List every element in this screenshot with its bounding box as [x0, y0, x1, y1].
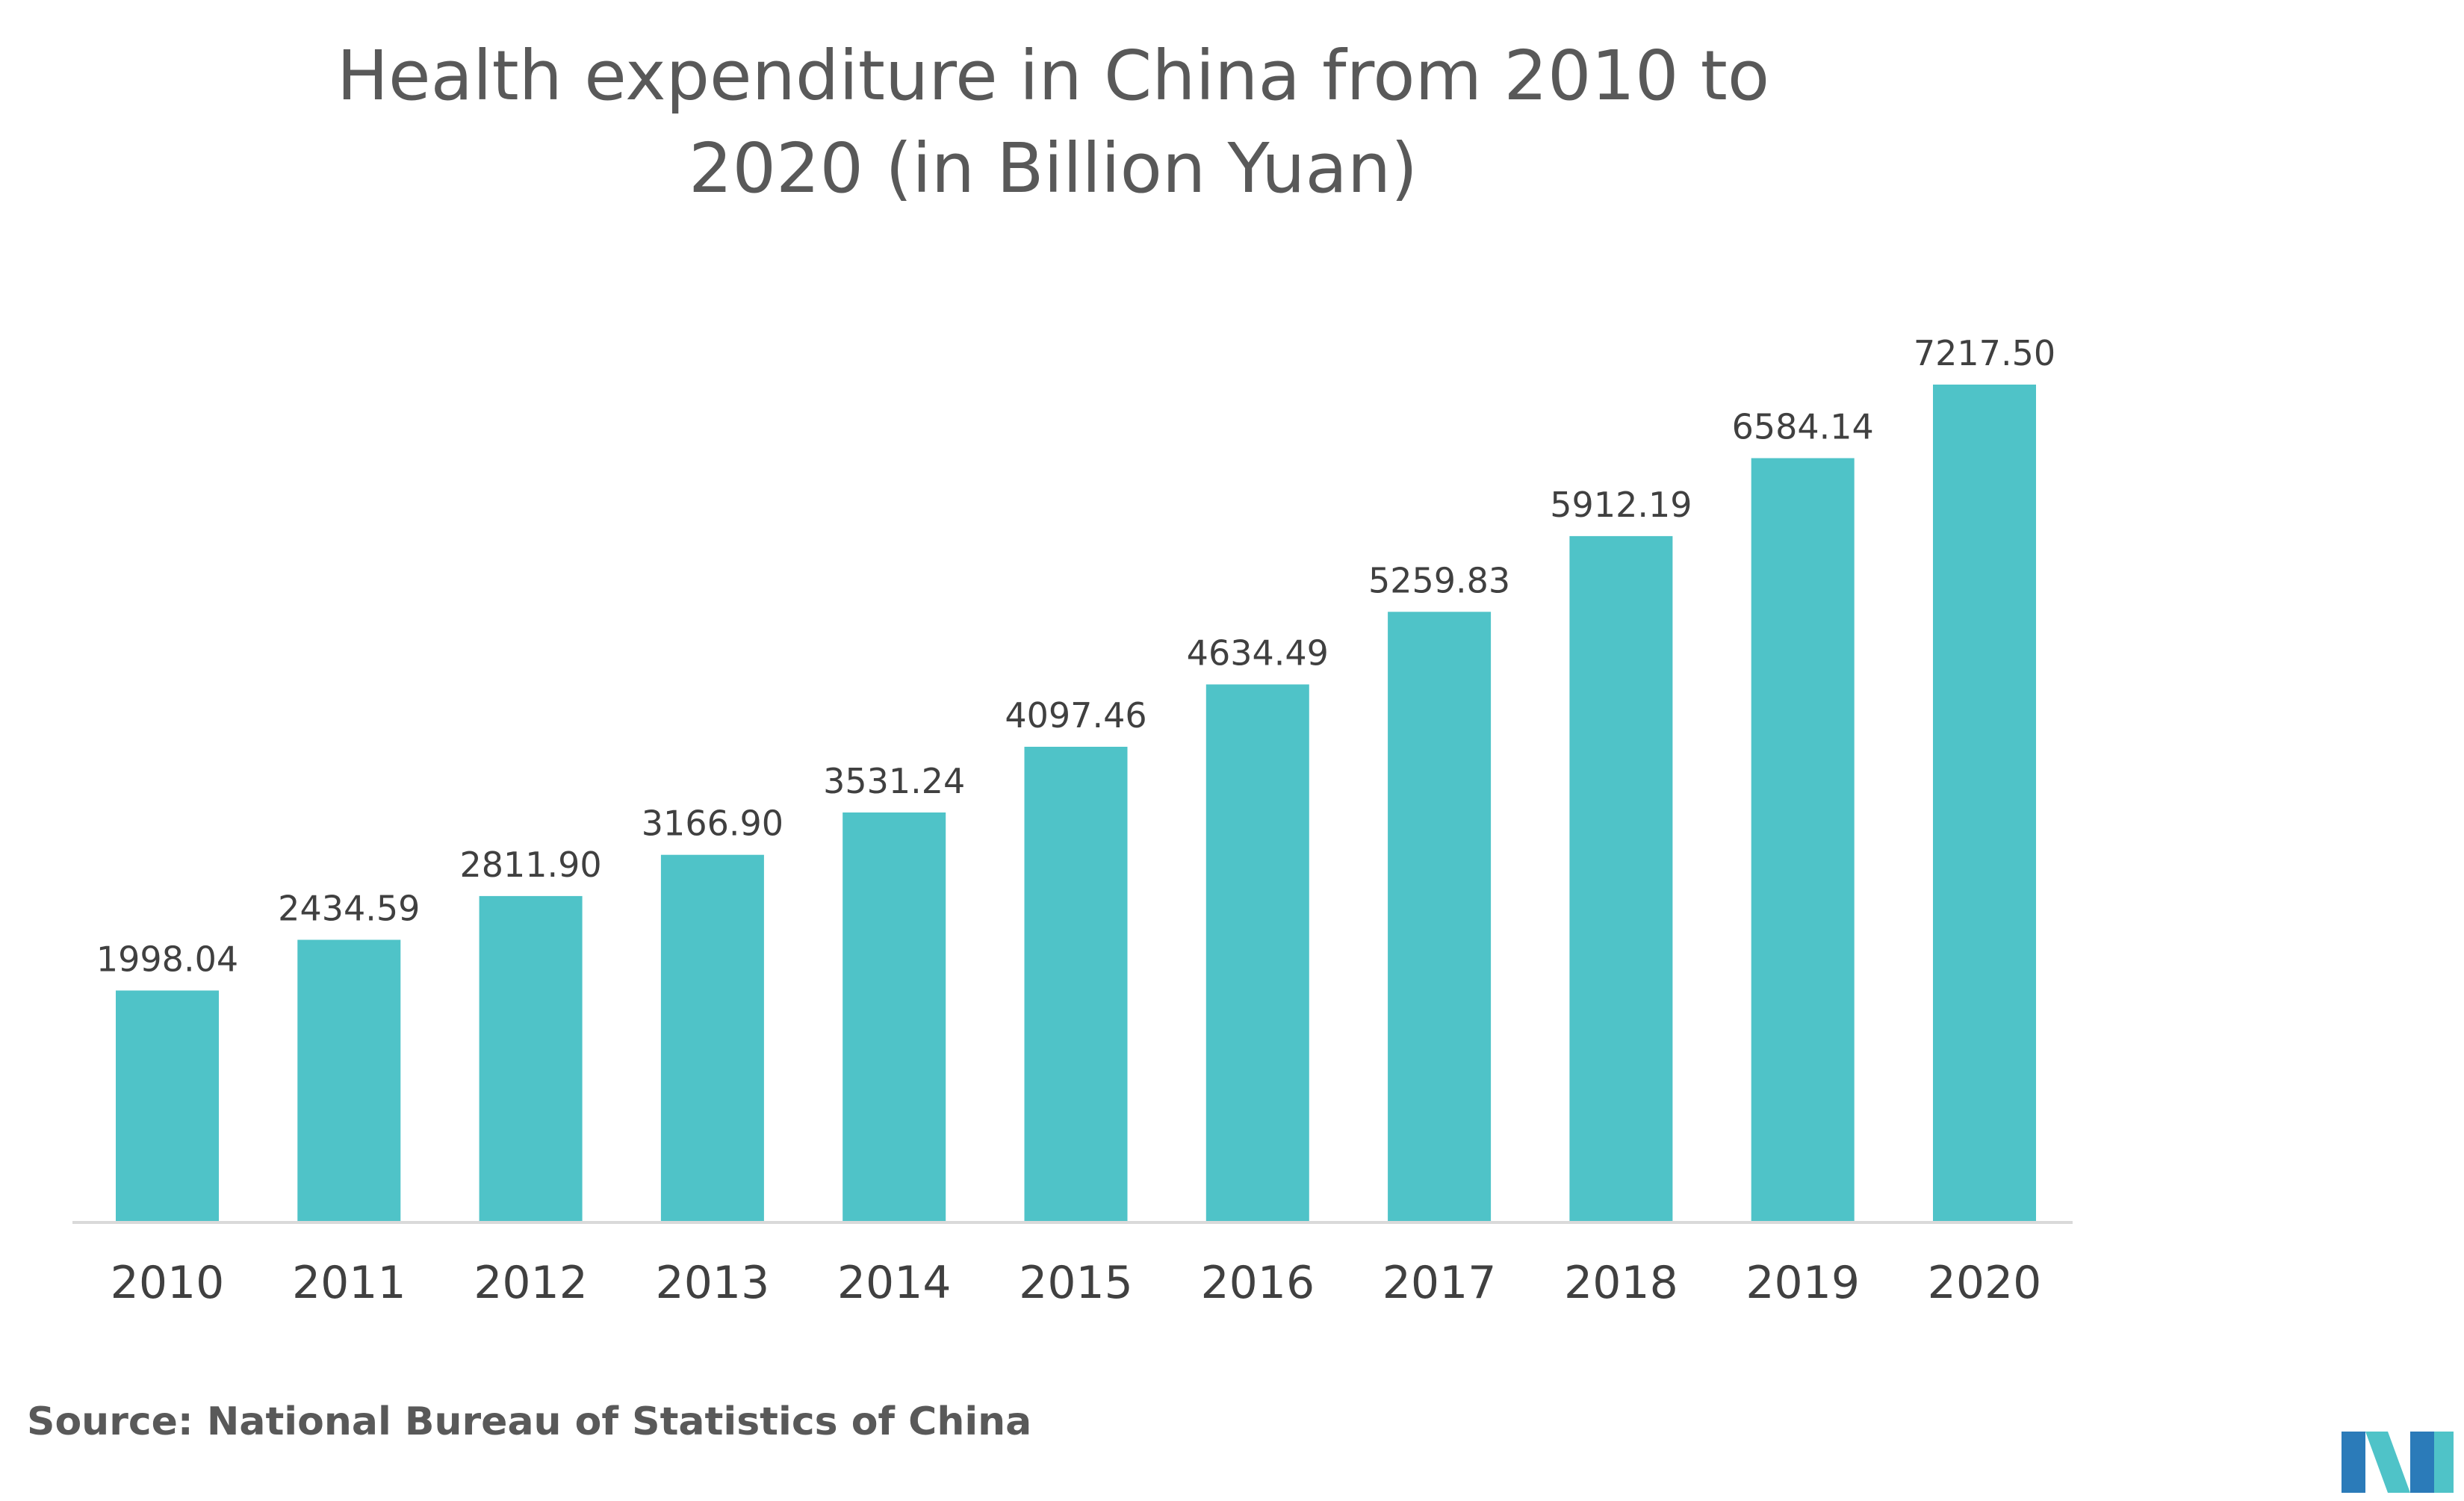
tick-label-2013: 2013 — [656, 1257, 770, 1309]
chart-title: Health expenditure in China from 2010 to… — [337, 36, 1769, 208]
value-label-2011: 2434.59 — [278, 889, 420, 929]
tick-label-2017: 2017 — [1382, 1257, 1497, 1309]
value-label-2019: 6584.14 — [1732, 407, 1874, 447]
bar-2013 — [660, 854, 764, 1222]
x-axis-tick-labels: 2010 2011 2012 2013 2014 2015 2016 2017 2018 2019… — [111, 1257, 2042, 1309]
bar-2012 — [479, 895, 583, 1222]
bar-2010 — [116, 990, 219, 1222]
bar-2020 — [1933, 385, 2036, 1222]
tick-label-2010: 2010 — [111, 1257, 225, 1309]
bar-2019 — [1751, 458, 1855, 1222]
value-label-2012: 2811.90 — [459, 845, 601, 885]
logo-shape-middle — [2365, 1432, 2410, 1493]
tick-label-2011: 2011 — [292, 1257, 406, 1309]
value-labels: 1998.04 2434.59 2811.90 3166.90 3531.24 4097.… — [96, 333, 2055, 979]
tick-label-2020: 2020 — [1928, 1257, 2042, 1309]
bar-2014 — [842, 812, 946, 1222]
tick-label-2012: 2012 — [474, 1257, 588, 1309]
chart-title-line-1: Health expenditure in China from 2010 to — [337, 36, 1769, 116]
bar-2017 — [1388, 612, 1492, 1222]
bar-2018 — [1569, 535, 1673, 1222]
value-label-2010: 1998.04 — [96, 939, 238, 979]
chart-title-line-2: 2020 (in Billion Yuan) — [689, 128, 1418, 208]
tick-label-2014: 2014 — [837, 1257, 952, 1309]
market-research-logo-icon — [2342, 1432, 2454, 1493]
logo-shape-right — [2410, 1432, 2434, 1493]
value-label-2016: 4634.49 — [1187, 633, 1329, 674]
tick-label-2016: 2016 — [1200, 1257, 1315, 1309]
bars — [116, 385, 2036, 1222]
bar-2011 — [297, 939, 401, 1222]
value-label-2020: 7217.50 — [1914, 333, 2055, 373]
plot-area: 1998.04 2434.59 2811.90 3166.90 3531.24 4097.… — [72, 333, 2073, 1309]
tick-label-2019: 2019 — [1745, 1257, 1860, 1309]
tick-label-2018: 2018 — [1564, 1257, 1678, 1309]
logo-shape-accent — [2434, 1432, 2454, 1493]
bar-2015 — [1024, 747, 1128, 1222]
logo-shape-left — [2342, 1432, 2365, 1493]
tick-label-2015: 2015 — [1019, 1257, 1133, 1309]
value-label-2018: 5912.19 — [1550, 485, 1692, 525]
source-note: Source: National Bureau of Statistics of… — [27, 1399, 1031, 1444]
value-label-2013: 3166.90 — [642, 804, 783, 844]
bar-2016 — [1205, 684, 1309, 1222]
value-label-2017: 5259.83 — [1368, 560, 1510, 600]
value-label-2015: 4097.46 — [1005, 695, 1146, 736]
value-label-2014: 3531.24 — [823, 761, 965, 801]
